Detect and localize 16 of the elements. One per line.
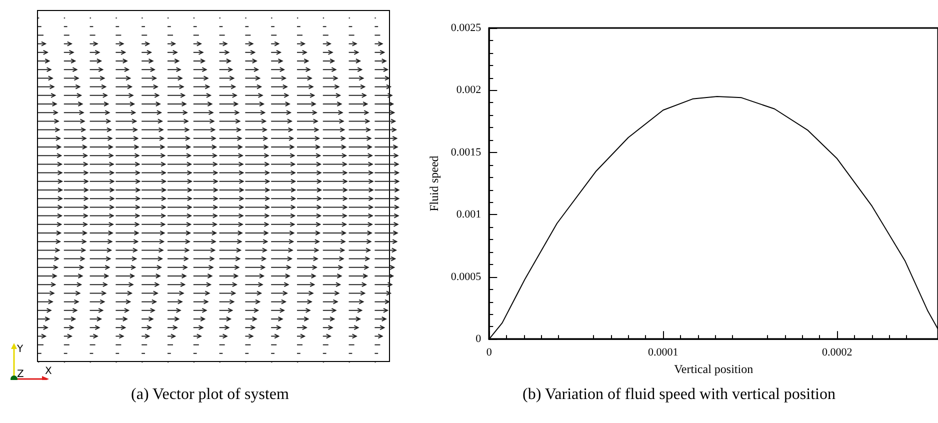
x-tick-label: 0.0002 [822, 346, 852, 359]
x-tick-label: 0 [486, 346, 492, 359]
x-tick-label: 0.0001 [648, 346, 678, 359]
text: (b) Variation of fluid speed with vertical position [522, 386, 836, 404]
y-tick-label: 0.002 [456, 84, 482, 96]
y-tick-label: 0 [476, 333, 482, 346]
y-tick-label: 0.0025 [450, 22, 482, 34]
text: (a) Vector plot of system [130, 386, 290, 404]
y-tick-label: 0.0005 [450, 270, 482, 283]
text: Z [17, 369, 24, 380]
x-axis-title: Vertical position [674, 362, 754, 376]
y-tick-label: 0.0015 [450, 146, 482, 158]
y-tick-label: 0.001 [456, 208, 482, 221]
text: Y [16, 344, 24, 355]
y-axis-title: Fluid speed [427, 156, 441, 212]
text: X [45, 366, 52, 377]
